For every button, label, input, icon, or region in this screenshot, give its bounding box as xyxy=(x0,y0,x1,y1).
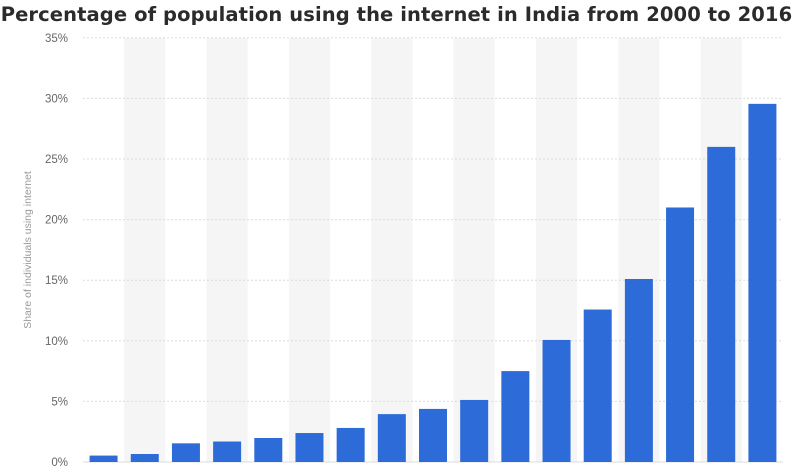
bar-2006[interactable] xyxy=(336,427,365,462)
bars xyxy=(89,103,777,462)
y-tick-label: 0% xyxy=(51,457,68,469)
background-band xyxy=(453,37,495,463)
background-band xyxy=(288,37,331,463)
bar-2011[interactable] xyxy=(542,339,571,462)
bar-2001[interactable] xyxy=(130,454,159,462)
bar-2012[interactable] xyxy=(583,309,612,462)
y-tick-label: 15% xyxy=(45,275,68,287)
bar-2009[interactable] xyxy=(460,399,489,462)
bar-2008[interactable] xyxy=(419,408,447,462)
background-band xyxy=(124,37,166,463)
background-band xyxy=(206,37,248,463)
bar-2004[interactable] xyxy=(254,438,283,462)
bar-2014[interactable] xyxy=(666,207,695,462)
y-tick-labels: 0% 5% 10% 15% 20% 25% 30% 35% xyxy=(45,33,68,469)
bar-2013[interactable] xyxy=(624,278,653,462)
bar-2007[interactable] xyxy=(377,414,406,462)
bar-2015[interactable] xyxy=(707,146,736,462)
y-tick-label: 20% xyxy=(45,215,68,227)
y-tick-label: 5% xyxy=(51,396,68,408)
bar-2000[interactable] xyxy=(89,455,118,462)
chart-title: Percentage of population using the inter… xyxy=(0,3,793,26)
bar-2002[interactable] xyxy=(171,443,200,462)
y-tick-label: 30% xyxy=(45,93,68,105)
bar-2010[interactable] xyxy=(501,371,530,462)
y-tick-label: 35% xyxy=(45,33,68,45)
y-tick-label: 10% xyxy=(45,336,68,348)
background-band xyxy=(371,37,413,463)
bar-2016[interactable] xyxy=(748,103,777,462)
y-tick-label: 25% xyxy=(45,154,68,166)
bar-2003[interactable] xyxy=(213,441,242,462)
bar-2005[interactable] xyxy=(295,433,324,462)
